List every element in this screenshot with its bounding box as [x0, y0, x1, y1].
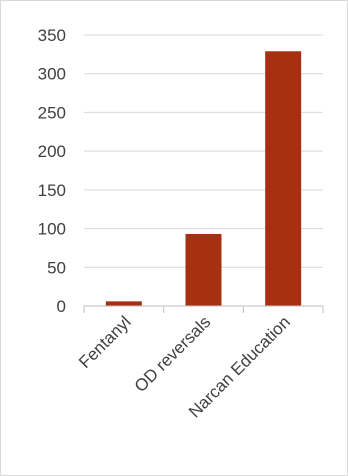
- y-tick-label: 150: [38, 181, 66, 200]
- y-tick-label: 200: [38, 142, 66, 161]
- bars: [105, 51, 302, 307]
- x-axis: [83, 305, 324, 313]
- bar-fentanyl: [105, 301, 142, 306]
- y-tick-label: 350: [38, 26, 66, 45]
- y-axis-ticks: 0 50 100 150 200 250 300 350: [38, 26, 66, 316]
- bar-narcan-education: [265, 51, 302, 307]
- y-tick-label: 0: [57, 297, 66, 316]
- x-category-label: Fentanyl: [75, 312, 135, 372]
- y-tick-label: 50: [47, 258, 66, 277]
- y-tick-label: 100: [38, 220, 66, 239]
- x-category-label: OD reversals: [131, 312, 215, 396]
- y-tick-label: 300: [38, 65, 66, 84]
- bar-od-reversals: [185, 233, 222, 306]
- y-tick-label: 250: [38, 103, 66, 122]
